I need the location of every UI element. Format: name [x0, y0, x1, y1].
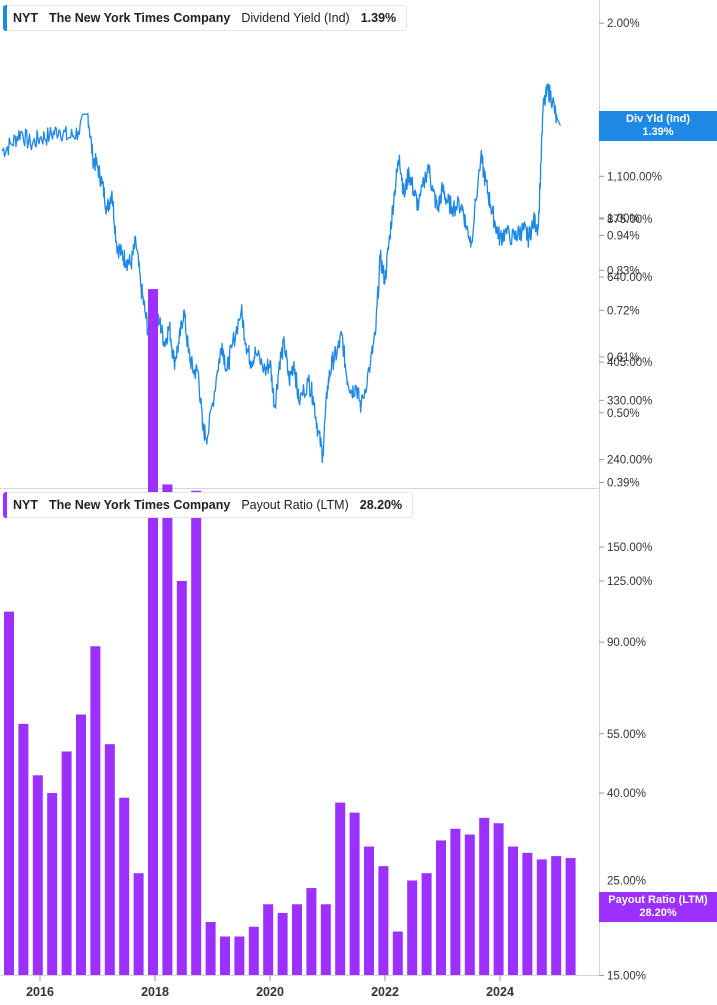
payout-bar [32, 775, 43, 975]
payout-bar [306, 888, 317, 975]
payout-bar [277, 912, 288, 975]
payout-bar [263, 904, 274, 975]
yield-tick-label: 1.00% [607, 213, 640, 225]
payout-tick-label: 40.00% [607, 788, 646, 800]
payout-bar [479, 817, 490, 975]
payout-bar [565, 858, 576, 975]
payout-bar [104, 744, 115, 975]
payout-bar [191, 490, 202, 975]
payout-bar [536, 859, 547, 975]
payout-tick-label: 1,100.00% [607, 171, 662, 183]
payout-bar [320, 904, 331, 975]
payout-bar [220, 936, 230, 975]
payout-legend-swatch [3, 492, 7, 518]
time-tick-label: 2016 [26, 985, 54, 999]
payout-tick-label: 150.00% [607, 542, 652, 554]
payout-bar [349, 812, 360, 975]
payout-bar [133, 873, 144, 975]
payout-bar [234, 936, 245, 975]
yield-legend-swatch [3, 5, 7, 31]
payout-tick-label: 240.00% [607, 455, 652, 467]
yield-tick-label: 0.94% [607, 230, 640, 242]
payout-bar [18, 723, 29, 975]
yield-legend-value: 1.39% [360, 11, 397, 25]
payout-tick-label: 330.00% [607, 395, 652, 407]
payout-legend: NYT The New York Times Company Payout Ra… [3, 492, 414, 518]
payout-legend-metric: Payout Ratio (LTM) [241, 498, 349, 512]
yield-tick-label: 0.50% [607, 408, 640, 420]
payout-bar [522, 852, 533, 975]
payout-bar [450, 828, 461, 975]
payout-bar [76, 714, 86, 975]
time-tick-label: 2022 [371, 985, 399, 999]
payout-bar [392, 931, 403, 975]
payout-bar [551, 856, 562, 975]
payout-tick-label: 875.00% [607, 214, 652, 226]
payout-hidden-tick-label: 25.00% [607, 875, 646, 887]
payout-bar [292, 904, 302, 975]
time-tick-label: 2024 [486, 985, 514, 999]
yield-legend-ticker: NYT [13, 11, 38, 25]
payout-bar [47, 793, 58, 975]
yield-tick-label: 0.39% [607, 478, 640, 490]
payout-legend-value: 28.20% [359, 498, 403, 512]
payout-bar [508, 846, 518, 975]
payout-bar [493, 823, 504, 975]
payout-badge-label: Payout Ratio (LTM) [608, 894, 708, 906]
payout-bar [61, 751, 72, 975]
payout-bar [378, 866, 389, 975]
payout-bar [464, 834, 475, 975]
payout-bar [119, 797, 130, 975]
payout-bar [335, 802, 346, 975]
payout-badge-value: 28.20% [639, 907, 677, 919]
yield-value-badge: Div Yld (Ind) 1.39% [599, 111, 717, 141]
time-tick-label: 2018 [141, 985, 169, 999]
payout-legend-company: The New York Times Company [49, 498, 231, 512]
yield-badge-value: 1.39% [642, 126, 674, 138]
payout-value-badge: Payout Ratio (LTM) 28.20% [599, 892, 717, 922]
yield-legend: NYT The New York Times Company Dividend … [3, 5, 408, 31]
payout-bar [421, 873, 432, 975]
yield-badge-label: Div Yld (Ind) [626, 113, 690, 125]
payout-bar [162, 484, 173, 975]
payout-bar [205, 922, 216, 975]
payout-bar [364, 846, 374, 975]
payout-tick-label: 55.00% [607, 729, 646, 741]
payout-tick-label: 405.00% [607, 357, 652, 369]
payout-bar [248, 926, 259, 975]
payout-bar [176, 580, 187, 975]
time-tick-label: 2020 [256, 985, 284, 999]
yield-legend-metric: Dividend Yield (Ind) [241, 11, 350, 25]
yield-tick-label: 0.61% [607, 352, 640, 364]
payout-tick-label: 125.00% [607, 576, 652, 588]
payout-bar [407, 880, 418, 975]
dividend-yield-line [1, 83, 561, 464]
payout-tick-label: 15.00% [607, 971, 646, 983]
payout-legend-ticker: NYT [13, 498, 38, 512]
payout-tick-label: 640.00% [607, 272, 652, 284]
payout-bar [90, 646, 101, 975]
yield-tick-label: 0.83% [607, 265, 640, 277]
yield-tick-label: 2.00% [607, 18, 640, 30]
payout-bar [436, 840, 446, 975]
yield-tick-label: 0.72% [607, 305, 640, 317]
yield-legend-company: The New York Times Company [49, 11, 231, 25]
payout-bar [4, 611, 14, 975]
payout-tick-label: 90.00% [607, 637, 646, 649]
payout-bar [148, 289, 158, 975]
